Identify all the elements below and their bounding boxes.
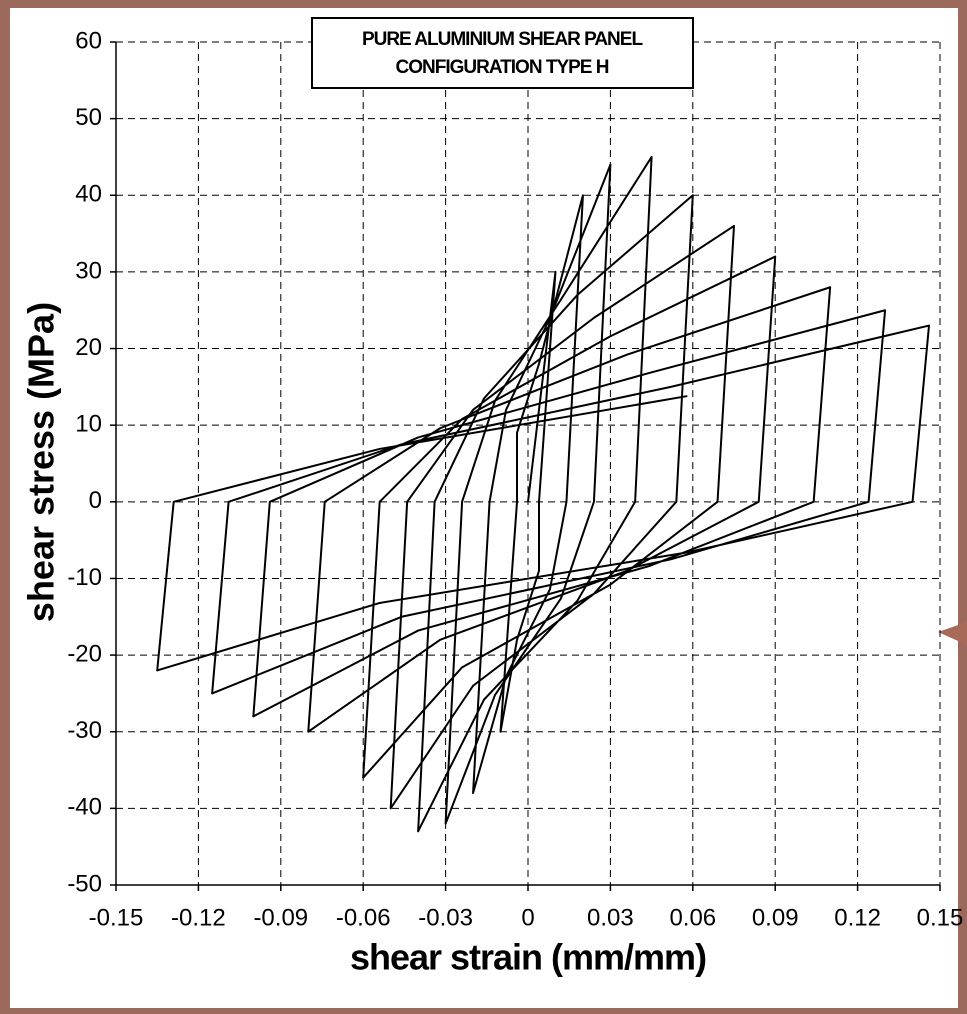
x-tick-label: -0.03 [418,904,473,931]
chart-subtitle: CONFIGURATION TYPE H [396,57,609,78]
y-tick-label: -50 [67,870,102,897]
x-tick-label: 0 [521,904,534,931]
arrow-decoration [938,622,967,645]
x-tick-label: -0.06 [336,904,391,931]
x-tick-label: -0.12 [171,904,226,931]
y-axis-label: shear stress (MPa) [21,302,62,622]
y-tick-label: -10 [67,564,102,591]
x-tick-label: 0.03 [587,904,634,931]
chart-panel [10,8,958,1008]
x-tick-label: 0.12 [834,904,881,931]
x-tick-label: 0.06 [669,904,716,931]
x-tick-label: 0.09 [752,904,799,931]
y-tick-label: 20 [75,334,102,361]
x-axis-label: shear strain (mm/mm) [350,937,706,978]
x-tick-label: -0.09 [253,904,308,931]
y-tick-label: 0 [89,487,102,514]
y-tick-label: 40 [75,181,102,208]
title-box [311,17,694,89]
y-tick-label: 60 [75,27,102,54]
hysteresis-line [156,155,931,833]
y-tick-label: -40 [67,794,102,821]
chart-title: PURE ALUMINIUM SHEAR PANEL [362,29,644,50]
x-tick-label: 0.15 [917,904,964,931]
y-tick-label: 10 [75,411,102,438]
y-tick-label: -30 [67,717,102,744]
y-tick-label: 30 [75,257,102,284]
y-tick-label: -20 [67,640,102,667]
plot-area: 60 50 40 30 20 10 0 -10 -20 -30 -40 -50 -0.15 -0.12 -0… [67,27,963,931]
y-tick-label: 50 [75,104,102,131]
x-tick-label: -0.15 [89,904,144,931]
